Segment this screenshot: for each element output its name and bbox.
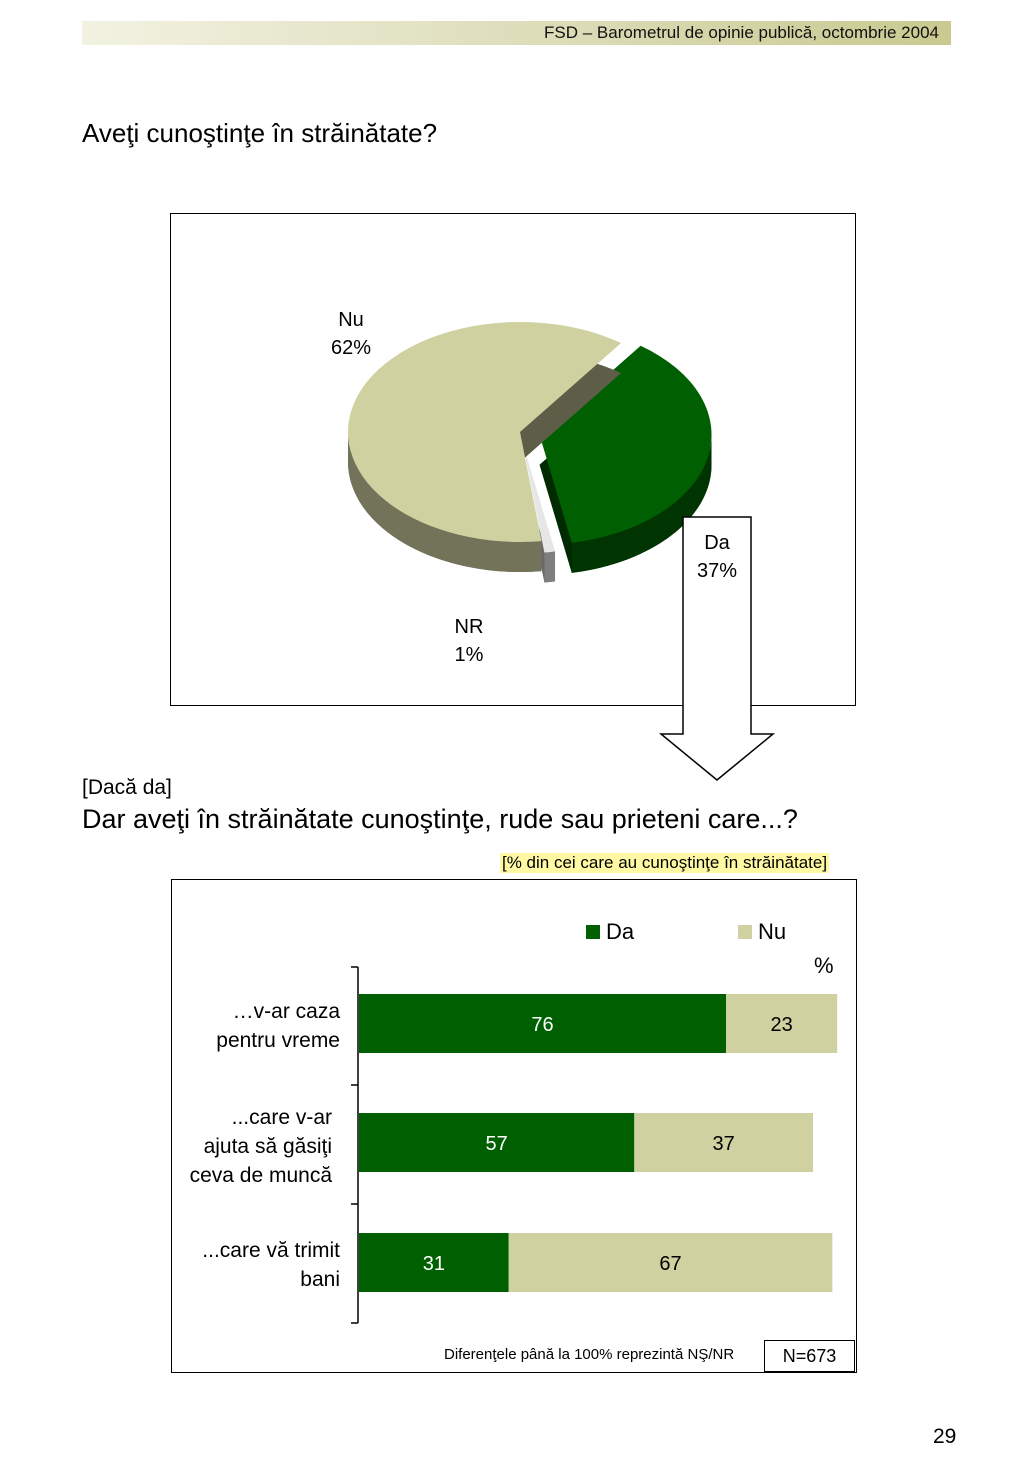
pie-slice-nr (522, 443, 556, 553)
pie-label-nu-value: 62% (331, 337, 371, 359)
bar-da-3 (359, 1233, 509, 1292)
legend-label-da: Da (606, 919, 635, 944)
category-label-line: ...care v-ar (231, 1106, 332, 1129)
bar-nu-1 (726, 994, 838, 1053)
sample-size-box: N=673 (764, 1340, 855, 1372)
pie-label-nr-name: NR (455, 616, 484, 638)
category-label-line: …v-ar caza (232, 1000, 340, 1023)
page-number: 29 (933, 1425, 957, 1448)
bar-chart-title: Dar aveţi în străinătate cunoştinţe, rud… (82, 804, 798, 834)
footnote: Diferenţele până la 100% reprezintă NŞ/N… (444, 1346, 735, 1363)
unit-label: % (814, 953, 834, 978)
subset-note: [% din cei care au cunoştinţe în străină… (500, 853, 830, 873)
data-label-nu-3: 67 (659, 1253, 681, 1275)
data-label-da-3: 31 (423, 1253, 445, 1275)
legend-label-nu: Nu (758, 919, 787, 944)
data-label-nu-2: 37 (713, 1133, 735, 1155)
category-label-line: pentru vreme (216, 1029, 340, 1052)
legend-swatch-da (586, 925, 600, 939)
category-label-line: ceva de muncă (189, 1164, 332, 1187)
legend-swatch-nu (738, 925, 752, 939)
bar-da-2 (359, 1113, 635, 1172)
header-band: FSD – Barometrul de opinie publică, octo… (82, 21, 951, 45)
pie-chart-title: Aveţi cunoştinţe în străinătate? (82, 118, 438, 148)
category-label-3: ...care vă trimit bani (140, 1236, 340, 1294)
category-label-line: ajuta să găsiţi (203, 1135, 332, 1158)
down-arrow-connector (658, 516, 776, 781)
pie-chart-frame (170, 213, 856, 706)
bar-nu-3 (508, 1233, 833, 1292)
pie-slice-nu (348, 321, 622, 543)
data-label-da-2: 57 (486, 1133, 508, 1155)
pie-slice-nr-side (544, 551, 556, 583)
bar-da-1 (359, 994, 727, 1053)
pie-slice-da (539, 345, 712, 543)
question-filter-label: [Dacă da] (82, 776, 172, 799)
category-label-1: …v-ar caza pentru vreme (140, 997, 340, 1055)
pie-slice-nu-side (348, 432, 542, 572)
pie-label-da-value: 37% (697, 560, 737, 582)
pie-slice-da-side (571, 434, 712, 573)
bar-nu-2 (634, 1113, 814, 1172)
data-label-da-1: 76 (531, 1014, 553, 1036)
pie-label-nr-value: 1% (455, 644, 484, 666)
pie-label-nu-name: Nu (338, 309, 364, 331)
bar-chart-frame (171, 879, 857, 1373)
legend-item-da: Da (586, 919, 634, 945)
data-label-nu-1: 23 (771, 1014, 793, 1036)
legend-item-nu: Nu (738, 919, 786, 945)
pie-label-da-name: Da (704, 532, 730, 554)
category-label-2: ...care v-ar ajuta să găsiţi ceva de mun… (132, 1103, 332, 1190)
header-text: FSD – Barometrul de opinie publică, octo… (544, 23, 939, 42)
category-label-line: ...care vă trimit (202, 1239, 340, 1262)
category-label-line: bani (300, 1268, 340, 1291)
